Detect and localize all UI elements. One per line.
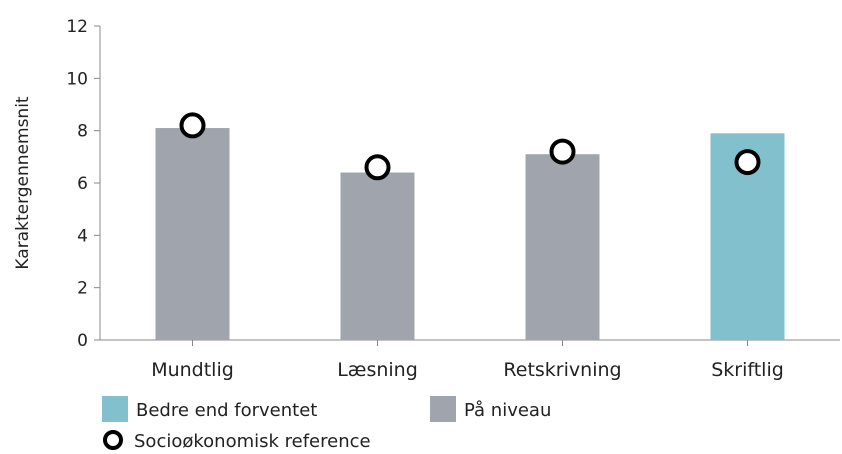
legend-label: Socioøkonomisk reference [134,431,371,452]
category-labels: Mundtlig Læsning Retskrivning Skriftlig [151,359,784,381]
reference-point-skriftlig [734,149,761,176]
y-tick-labels: 0 2 4 6 8 10 12 [66,17,88,351]
reference-point-retskrivning [549,138,576,165]
legend-label: På niveau [464,400,551,421]
legend-swatch-reference [103,430,123,450]
reference-markers [179,112,761,181]
y-axis-label: Karaktergennemsnit [13,96,33,270]
y-tick-label: 2 [77,279,88,299]
bar-retskrivning [525,154,600,340]
reference-point-mundtlig [179,112,206,139]
category-label: Retskrivning [503,359,621,381]
y-tick-label: 4 [77,226,88,246]
bar-mundtlig [155,128,230,340]
category-label: Læsning [337,359,418,381]
category-label: Mundtlig [151,359,234,381]
y-tick-label: 12 [66,17,88,37]
reference-point-læsning [364,154,391,181]
y-tick-label: 0 [77,331,88,351]
y-tick-label: 8 [77,122,88,142]
legend-swatch-niveau [430,396,456,422]
category-label: Skriftlig [711,359,784,381]
bar-læsning [340,172,415,340]
legend-swatch-bedre [102,396,128,422]
y-tick-label: 10 [66,69,88,89]
bars [155,128,785,340]
y-tick-label: 6 [77,174,88,194]
legend: Bedre end forventet På niveau Socioøkonomi… [102,396,551,452]
legend-label: Bedre end forventet [136,400,317,421]
